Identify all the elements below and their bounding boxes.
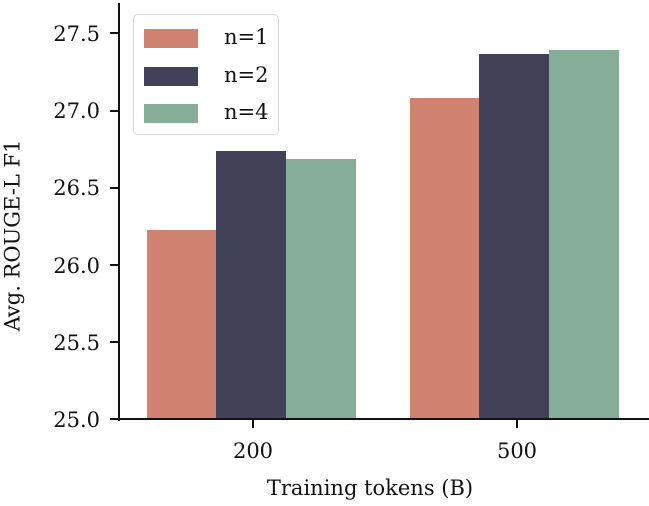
x-tick-label: 200 (232, 439, 274, 463)
y-tick-label: 25.5 (53, 331, 100, 355)
y-tick-label: 27.0 (53, 99, 100, 123)
bar-200-n1 (147, 230, 216, 419)
y-tick-label: 25.0 (53, 408, 100, 432)
bar-500-n2 (479, 54, 549, 419)
y-tick (110, 418, 119, 420)
x-axis-line (118, 418, 649, 420)
legend-label: n=1 (224, 25, 269, 49)
y-axis-label: Avg. ROUGE-L F1 (0, 139, 25, 332)
bar-500-n1 (410, 98, 479, 419)
y-tick (110, 264, 119, 266)
bar-500-n4 (549, 50, 619, 419)
y-tick (110, 32, 119, 34)
x-tick (252, 419, 254, 428)
legend-swatch (144, 29, 198, 48)
x-tick (516, 419, 518, 428)
y-tick (110, 341, 119, 343)
y-tick-label: 26.0 (53, 254, 100, 278)
legend-item-n1: n=1 (144, 25, 274, 49)
y-tick (110, 187, 119, 189)
y-axis-line (118, 3, 120, 421)
legend-swatch (144, 67, 198, 86)
legend-item-n4: n=4 (144, 100, 274, 124)
legend-label: n=2 (224, 63, 269, 87)
legend: n=1 n=2 n=4 (133, 14, 279, 135)
y-tick-label: 26.5 (53, 176, 100, 200)
bar-200-n2 (216, 151, 286, 419)
y-tick (110, 110, 119, 112)
x-axis-label: Training tokens (B) (266, 476, 474, 500)
legend-label: n=4 (224, 100, 269, 124)
bar-200-n4 (286, 159, 356, 419)
y-tick-label: 27.5 (53, 22, 100, 46)
x-tick-label: 500 (496, 439, 538, 463)
legend-swatch (144, 104, 198, 123)
legend-item-n2: n=2 (144, 63, 274, 87)
